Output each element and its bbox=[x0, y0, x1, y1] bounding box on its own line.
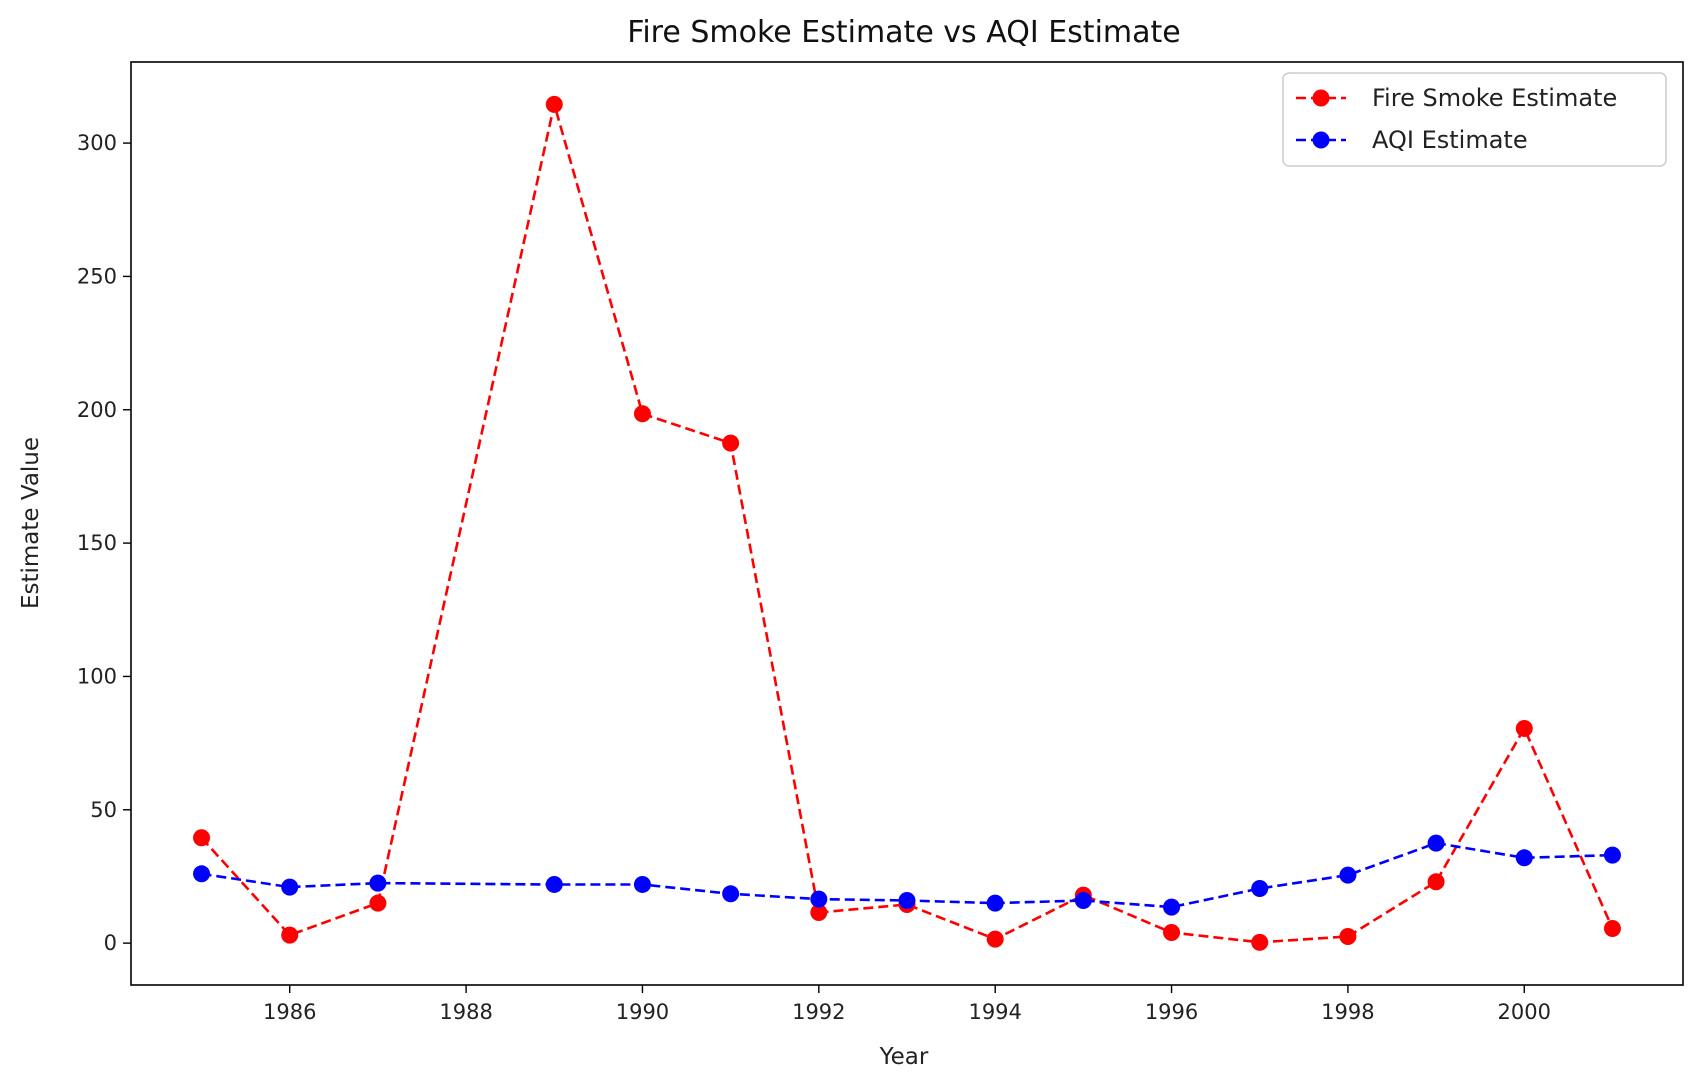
data-point bbox=[1427, 873, 1445, 891]
y-axis-title: Estimate Value bbox=[18, 437, 44, 609]
data-point bbox=[1427, 834, 1445, 852]
data-point bbox=[986, 894, 1004, 912]
series-line bbox=[201, 841, 1613, 909]
data-point bbox=[1163, 898, 1181, 916]
data-point bbox=[633, 875, 651, 893]
data-point bbox=[193, 865, 211, 883]
legend-label: AQI Estimate bbox=[1372, 126, 1528, 154]
x-tick-label: 1990 bbox=[616, 1000, 669, 1024]
data-point bbox=[1339, 866, 1357, 884]
legend-swatch-marker bbox=[1312, 89, 1330, 107]
data-point bbox=[1515, 719, 1533, 737]
y-tick-label: 100 bbox=[77, 664, 117, 688]
legend-box bbox=[1282, 72, 1667, 167]
data-point bbox=[369, 874, 387, 892]
y-tick-label: 150 bbox=[77, 531, 117, 555]
x-tick-label: 1996 bbox=[1145, 1000, 1198, 1024]
data-point bbox=[722, 885, 740, 903]
plot-frame bbox=[130, 61, 1684, 986]
data-point bbox=[1603, 919, 1621, 937]
legend: Fire Smoke Estimate AQI Estimate bbox=[1282, 72, 1667, 167]
x-axis: 1986 1988 1990 1992 1994 1996 1998 2000 bbox=[263, 985, 1551, 1024]
series-1 bbox=[193, 95, 1621, 951]
x-tick-label: 1986 bbox=[263, 1000, 316, 1024]
legend-item: AQI Estimate bbox=[1296, 126, 1528, 154]
data-point bbox=[1163, 923, 1181, 941]
chart-title: Fire Smoke Estimate vs AQI Estimate bbox=[627, 15, 1180, 50]
y-tick-label: 300 bbox=[77, 131, 117, 155]
data-point bbox=[722, 434, 740, 452]
data-point bbox=[545, 875, 563, 893]
data-point bbox=[281, 878, 299, 896]
x-tick-label: 1998 bbox=[1321, 1000, 1374, 1024]
data-point bbox=[810, 890, 828, 908]
data-point bbox=[1074, 891, 1092, 909]
data-point bbox=[633, 405, 651, 423]
data-point bbox=[281, 926, 299, 944]
x-tick-label: 1988 bbox=[439, 1000, 492, 1024]
legend-label: Fire Smoke Estimate bbox=[1372, 84, 1617, 112]
y-tick-label: 50 bbox=[90, 798, 117, 822]
x-axis-title: Year bbox=[879, 1044, 929, 1070]
y-axis: 0 50 100 150 200 250 300 bbox=[77, 131, 131, 955]
legend-swatch-marker bbox=[1312, 131, 1330, 149]
x-tick-label: 2000 bbox=[1498, 1000, 1551, 1024]
data-point bbox=[1339, 927, 1357, 945]
data-point bbox=[369, 894, 387, 912]
series-layer bbox=[193, 95, 1621, 951]
x-tick-label: 1994 bbox=[968, 1000, 1021, 1024]
data-point bbox=[1603, 846, 1621, 864]
data-point bbox=[898, 891, 916, 909]
legend-item: Fire Smoke Estimate bbox=[1296, 84, 1617, 112]
x-tick-label: 1992 bbox=[792, 1000, 845, 1024]
data-point bbox=[810, 903, 828, 921]
series-line bbox=[200, 104, 1614, 944]
data-point bbox=[1251, 933, 1269, 951]
data-point bbox=[1515, 849, 1533, 867]
y-tick-label: 200 bbox=[77, 398, 117, 422]
data-point bbox=[986, 930, 1004, 948]
y-tick-label: 0 bbox=[104, 931, 117, 955]
y-tick-label: 250 bbox=[77, 264, 117, 288]
series-2 bbox=[193, 834, 1621, 916]
data-point bbox=[193, 829, 211, 847]
data-point bbox=[1251, 879, 1269, 897]
plot-area: 1986 1988 1990 1992 1994 1996 1998 2000 0 50 100 1… bbox=[77, 61, 1684, 1024]
data-point bbox=[545, 95, 563, 113]
